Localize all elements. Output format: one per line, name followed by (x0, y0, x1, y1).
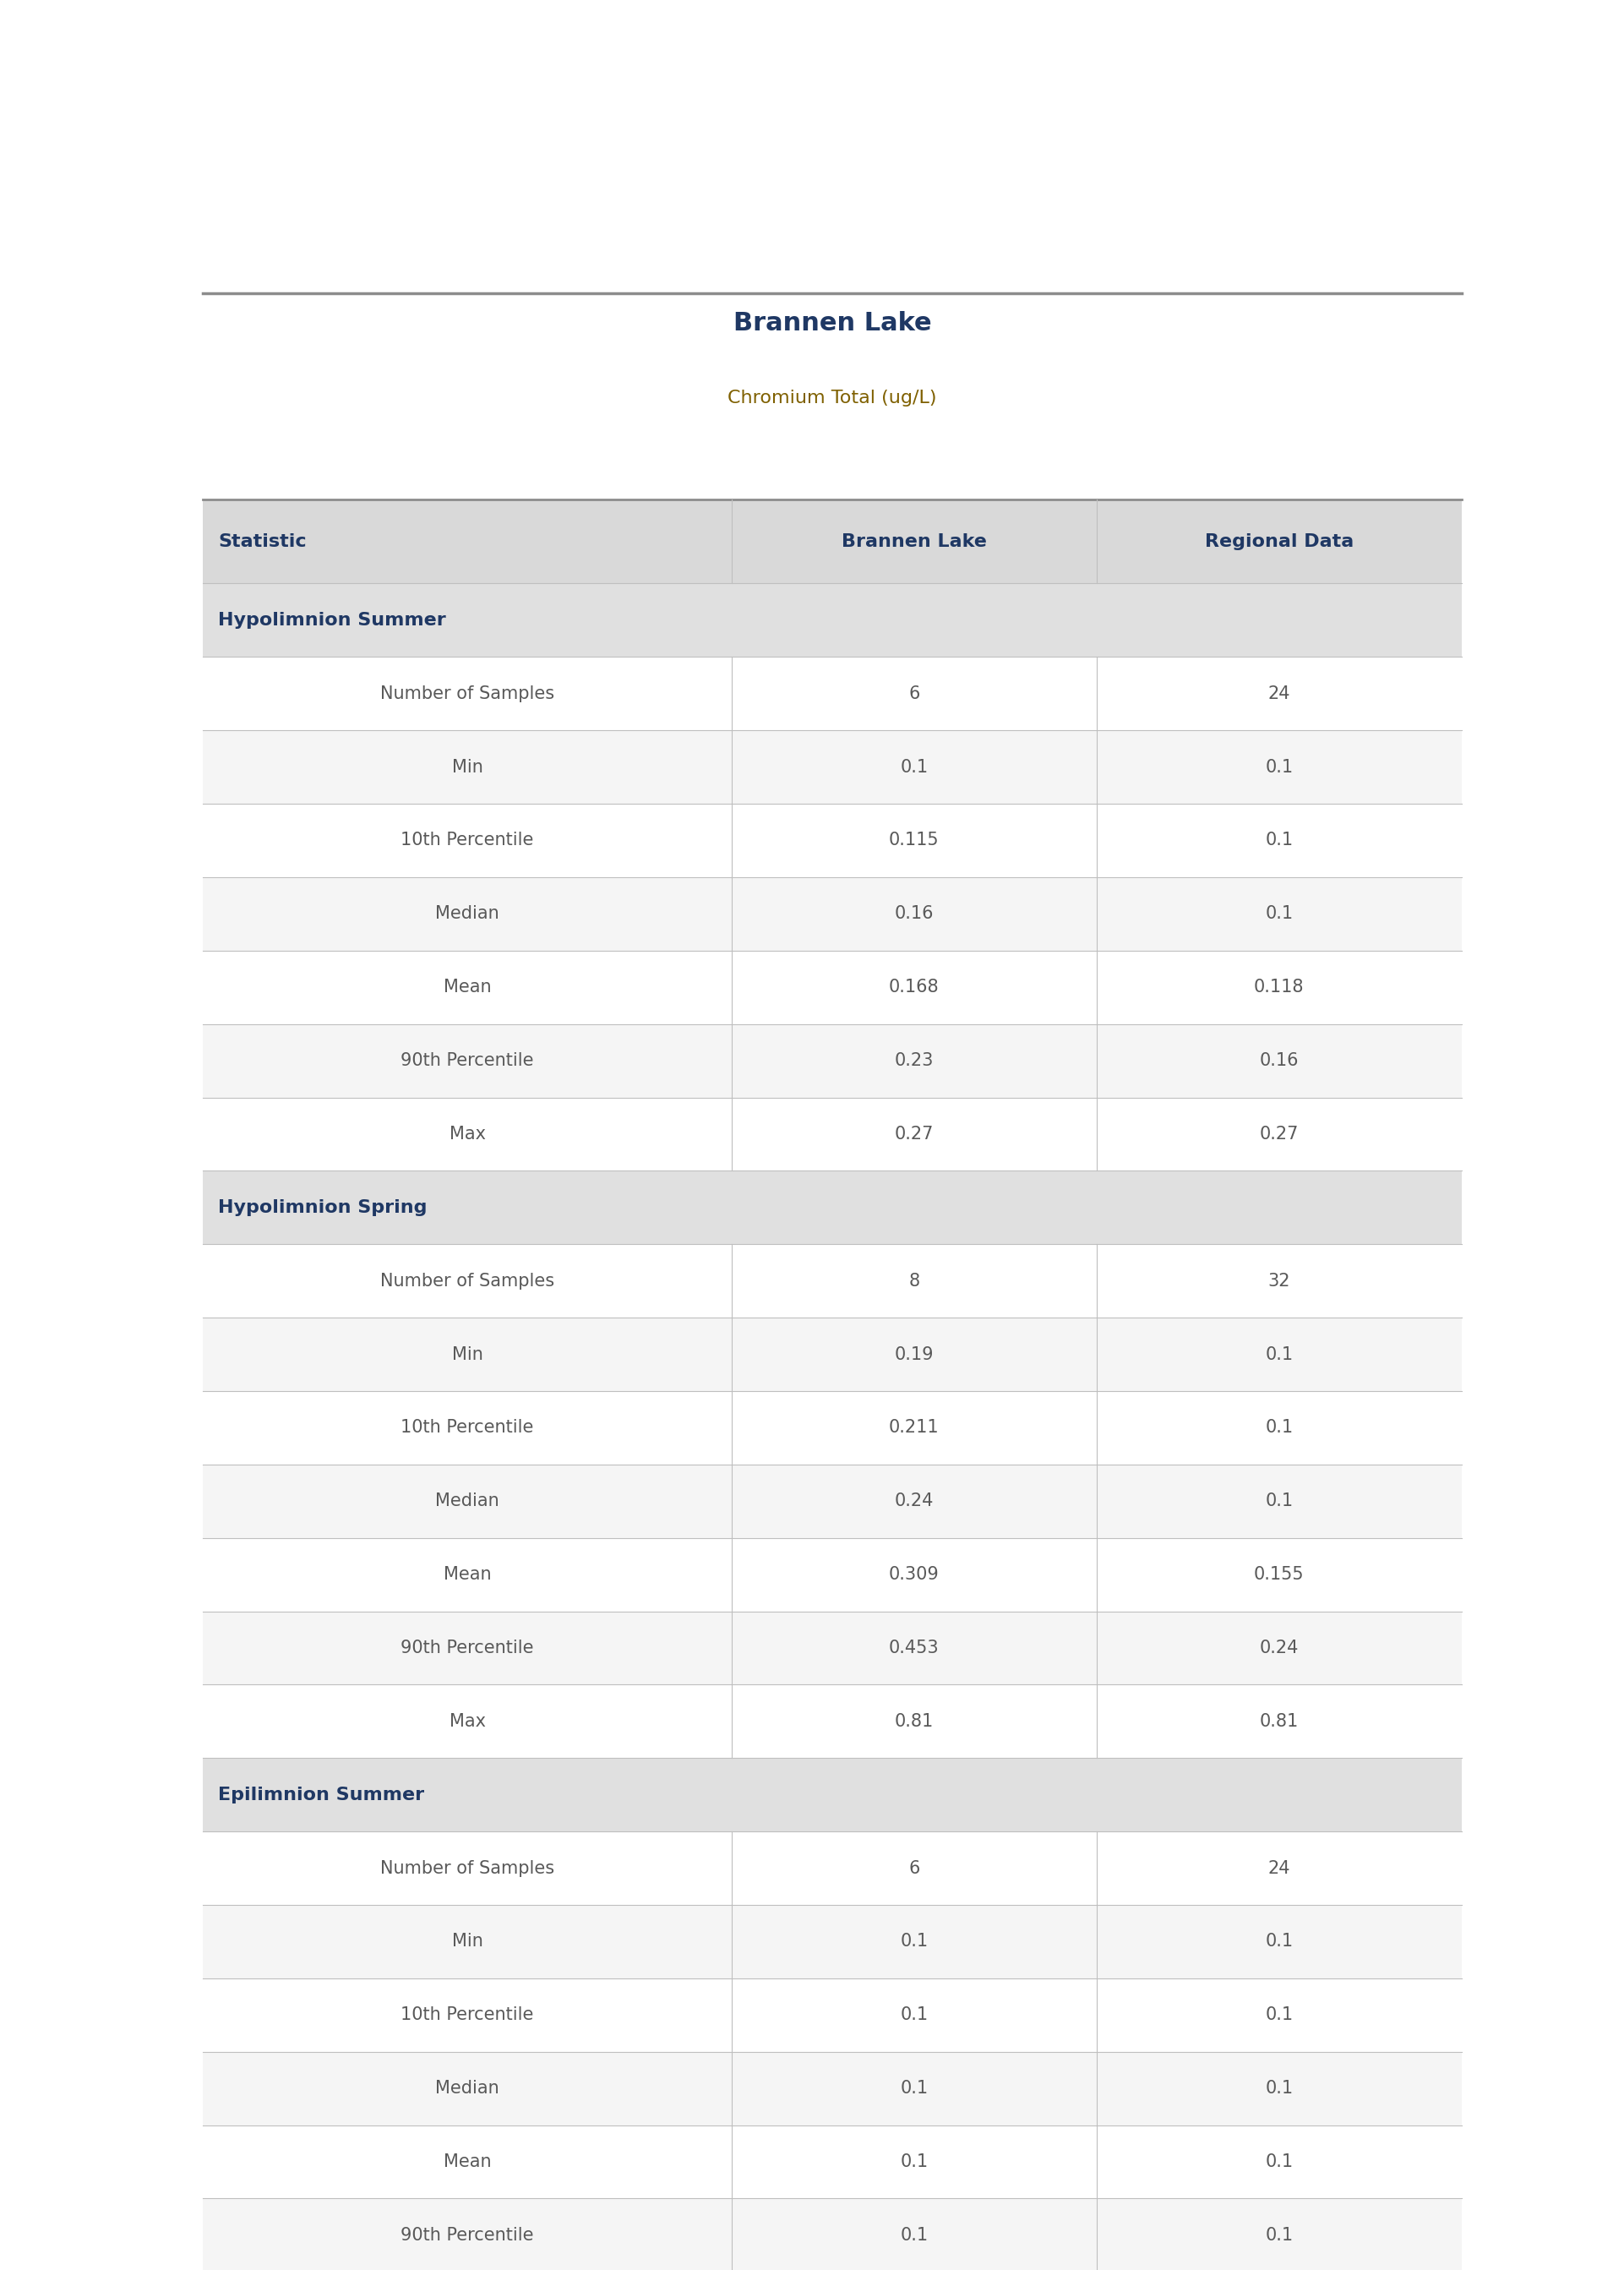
Bar (203, 1464, 1462, 1537)
Text: 0.81: 0.81 (895, 1714, 934, 1730)
Text: 0.23: 0.23 (895, 1053, 934, 1069)
Bar (203, 2125, 1462, 2200)
Text: Mean: Mean (443, 2154, 490, 2170)
Text: Median: Median (435, 906, 499, 922)
Bar (203, 804, 1462, 876)
Text: 0.1: 0.1 (1265, 833, 1293, 849)
Text: 0.16: 0.16 (1260, 1053, 1299, 1069)
Text: 0.1: 0.1 (900, 2007, 927, 2023)
Text: 10th Percentile: 10th Percentile (401, 833, 534, 849)
Bar (203, 1832, 1462, 1905)
Text: 24: 24 (1268, 1859, 1291, 1877)
Text: 24: 24 (1268, 686, 1291, 701)
Text: Median: Median (435, 1494, 499, 1510)
Text: 0.1: 0.1 (1265, 2227, 1293, 2243)
Bar (203, 731, 1462, 804)
Bar (203, 1684, 1462, 1759)
Text: Chromium Total (ug/L): Chromium Total (ug/L) (728, 390, 937, 406)
Text: 10th Percentile: 10th Percentile (401, 1419, 534, 1437)
Text: 0.81: 0.81 (1260, 1714, 1299, 1730)
Text: 0.453: 0.453 (888, 1639, 939, 1657)
Text: 0.211: 0.211 (888, 1419, 939, 1437)
Bar (203, 1096, 1462, 1171)
Text: Statistic: Statistic (218, 533, 307, 549)
Bar (203, 1392, 1462, 1464)
Text: 0.1: 0.1 (900, 758, 927, 776)
Text: 0.27: 0.27 (1260, 1126, 1299, 1142)
Text: 0.1: 0.1 (1265, 758, 1293, 776)
Text: 0.1: 0.1 (1265, 2079, 1293, 2097)
Bar (203, 876, 1462, 951)
Text: 0.1: 0.1 (900, 2227, 927, 2243)
Text: 0.1: 0.1 (900, 2079, 927, 2097)
Text: Regional Data: Regional Data (1205, 533, 1353, 549)
Text: 32: 32 (1268, 1273, 1291, 1289)
Text: 0.16: 0.16 (895, 906, 934, 922)
Bar (203, 1612, 1462, 1684)
Text: Number of Samples: Number of Samples (380, 686, 554, 701)
Bar (203, 1171, 1462, 1244)
Text: 6: 6 (908, 686, 919, 701)
Text: 0.1: 0.1 (1265, 906, 1293, 922)
Text: 0.24: 0.24 (1260, 1639, 1299, 1657)
Text: 0.155: 0.155 (1254, 1566, 1304, 1582)
Text: 0.1: 0.1 (1265, 1494, 1293, 1510)
Text: Max: Max (450, 1714, 486, 1730)
Text: Mean: Mean (443, 1566, 490, 1582)
Text: Brannen Lake: Brannen Lake (732, 311, 932, 336)
Text: Mean: Mean (443, 978, 490, 997)
Text: 90th Percentile: 90th Percentile (401, 1053, 534, 1069)
Text: Max: Max (450, 1126, 486, 1142)
Text: 90th Percentile: 90th Percentile (401, 1639, 534, 1657)
Bar (203, 1537, 1462, 1612)
Text: Brannen Lake: Brannen Lake (841, 533, 987, 549)
Bar (203, 2200, 1462, 2270)
Text: 6: 6 (908, 1859, 919, 1877)
Text: 0.27: 0.27 (895, 1126, 934, 1142)
Bar (203, 583, 1462, 656)
Bar (203, 1979, 1462, 2052)
Text: 0.19: 0.19 (895, 1346, 934, 1362)
Text: 0.1: 0.1 (900, 1934, 927, 1950)
Bar (203, 499, 1462, 583)
Text: Min: Min (451, 1934, 482, 1950)
Text: 8: 8 (908, 1273, 919, 1289)
Text: 0.115: 0.115 (888, 833, 939, 849)
Text: 0.24: 0.24 (895, 1494, 934, 1510)
Text: Number of Samples: Number of Samples (380, 1859, 554, 1877)
Text: Number of Samples: Number of Samples (380, 1273, 554, 1289)
Text: Hypolimnion Spring: Hypolimnion Spring (218, 1199, 427, 1217)
Text: 0.1: 0.1 (1265, 1934, 1293, 1950)
Text: 0.118: 0.118 (1254, 978, 1304, 997)
Bar (203, 1024, 1462, 1096)
Bar (203, 1244, 1462, 1317)
Text: Min: Min (451, 758, 482, 776)
Bar (203, 951, 1462, 1024)
Text: Min: Min (451, 1346, 482, 1362)
Text: Median: Median (435, 2079, 499, 2097)
Bar (203, 1905, 1462, 1979)
Bar (203, 1317, 1462, 1392)
Text: Hypolimnion Summer: Hypolimnion Summer (218, 613, 447, 629)
Bar (203, 656, 1462, 731)
Bar (203, 1759, 1462, 1832)
Text: 10th Percentile: 10th Percentile (401, 2007, 534, 2023)
Bar (203, 2052, 1462, 2125)
Text: 0.1: 0.1 (1265, 2007, 1293, 2023)
Text: 0.1: 0.1 (900, 2154, 927, 2170)
Text: 0.1: 0.1 (1265, 1346, 1293, 1362)
Text: 0.1: 0.1 (1265, 1419, 1293, 1437)
Text: 0.309: 0.309 (888, 1566, 939, 1582)
Text: 0.168: 0.168 (888, 978, 939, 997)
Text: 90th Percentile: 90th Percentile (401, 2227, 534, 2243)
Text: Epilimnion Summer: Epilimnion Summer (218, 1786, 424, 1802)
Text: 0.1: 0.1 (1265, 2154, 1293, 2170)
